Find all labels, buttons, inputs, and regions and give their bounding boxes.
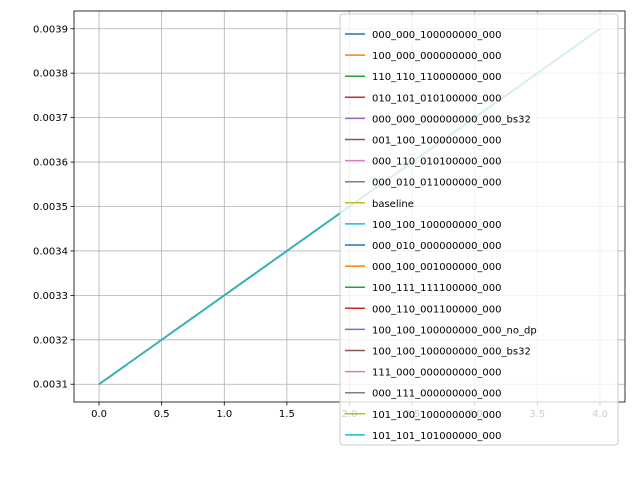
legend-label: 000_010_000000000_000 — [372, 241, 502, 252]
y-tick-label: 0.0034 — [33, 246, 68, 257]
y-tick-label: 0.0036 — [33, 158, 68, 169]
legend-label: 100_100_100000000_000_bs32 — [372, 347, 531, 358]
legend-label: 000_110_010100000_000 — [372, 157, 502, 168]
x-tick-label: 0.0 — [91, 409, 107, 420]
y-axis-ticks: 0.0031 0.0032 0.0033 0.0034 0.0035 0.0036 0.00… — [33, 24, 74, 391]
legend: 000_000_100000000_000 100_000_000000000_0… — [339, 13, 619, 446]
legend-label: 010_101_010100000_000 — [372, 93, 502, 104]
legend-box — [339, 13, 619, 446]
legend-label: 101_101_101000000_000 — [372, 431, 502, 442]
legend-label: 100_100_100000000_000 — [372, 220, 502, 231]
legend-label: baseline — [372, 199, 414, 210]
x-tick-label: 0.5 — [154, 409, 170, 420]
y-tick-label: 0.0037 — [33, 113, 68, 124]
y-tick-label: 0.0032 — [33, 335, 68, 346]
legend-label: 111_000_000000000_000 — [372, 368, 502, 379]
legend-label: 101_100_100000000_000 — [372, 410, 502, 421]
legend-label: 000_110_001100000_000 — [372, 304, 502, 315]
legend-label: 000_000_100000000_000 — [372, 30, 502, 41]
legend-label: 110_110_110000000_000 — [372, 72, 502, 83]
legend-label: 000_000_000000000_000_bs32 — [372, 114, 531, 125]
y-tick-label: 0.0038 — [33, 69, 68, 80]
x-tick-label: 1.5 — [279, 409, 295, 420]
y-tick-label: 0.0035 — [33, 202, 68, 213]
x-tick-label: 1.0 — [216, 409, 232, 420]
y-tick-label: 0.0039 — [33, 24, 68, 35]
legend-label: 000_111_000000000_000 — [372, 389, 502, 400]
legend-label: 000_010_011000000_000 — [372, 178, 502, 189]
legend-label: 001_100_100000000_000 — [372, 136, 502, 147]
y-tick-label: 0.0031 — [33, 380, 68, 391]
legend-label: 100_111_111100000_000 — [372, 283, 502, 294]
legend-label: 000_100_001000000_000 — [372, 262, 502, 273]
y-tick-label: 0.0033 — [33, 291, 68, 302]
legend-label: 100_100_100000000_000_no_dp — [372, 325, 537, 336]
legend-label: 100_000_000000000_000 — [372, 51, 502, 62]
